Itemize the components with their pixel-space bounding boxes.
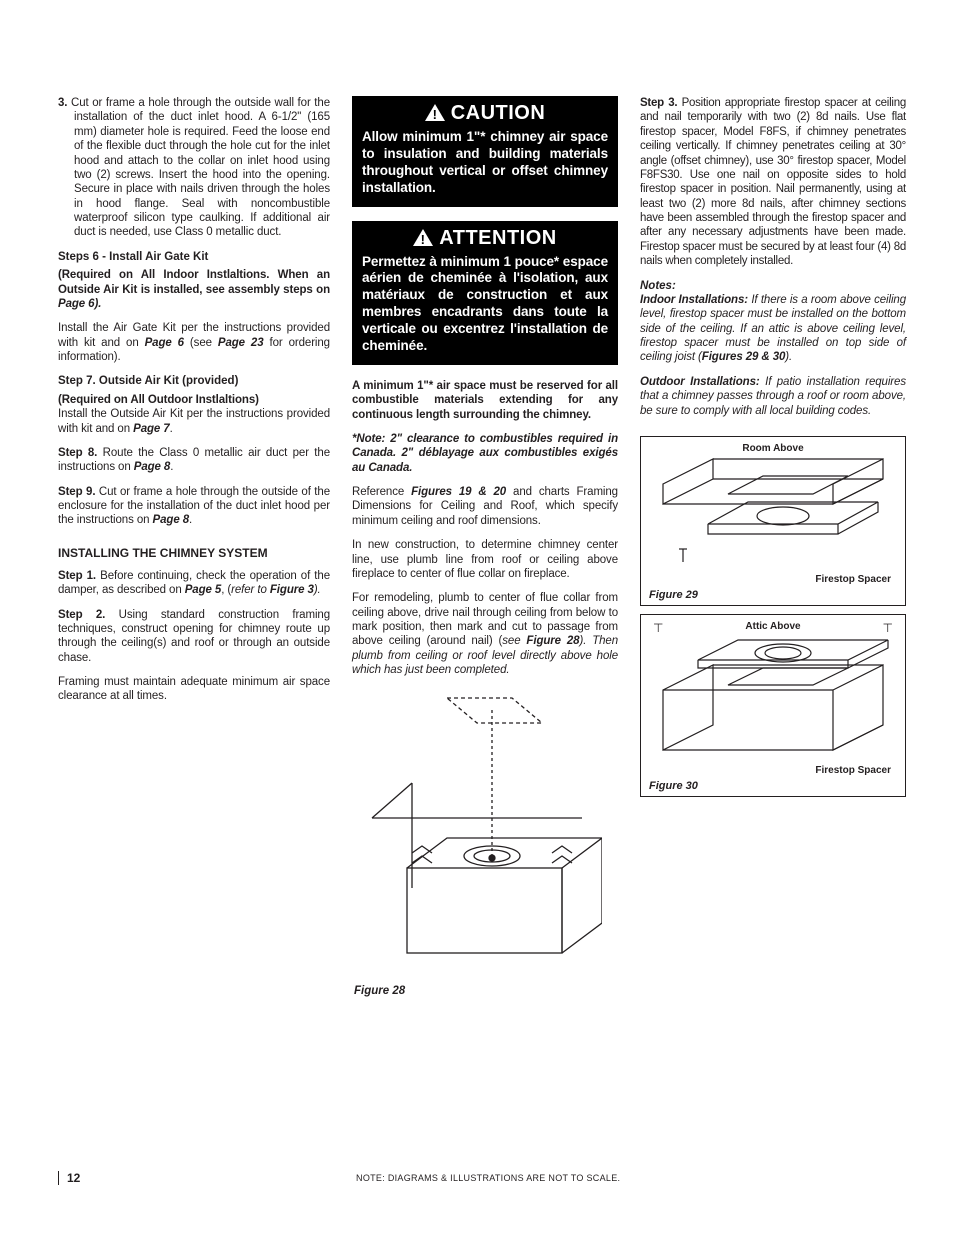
step9: Step 9. Cut or frame a hole through the … (58, 485, 330, 528)
figure-28-caption: Figure 28 (354, 985, 618, 997)
column-right: Step 3. Position appropriate firestop sp… (640, 96, 906, 1009)
nail-icon: ⊤ (883, 621, 893, 635)
column-left: 3. Cut or frame a hole through the outsi… (58, 96, 330, 1009)
list-text: Cut or frame a hole through the outside … (71, 97, 330, 238)
figure-30-box: ⊤ Attic Above ⊤ (640, 614, 906, 797)
canada-note: *Note: 2" clearance to combustibles requ… (352, 432, 618, 475)
nail-icon: ⊤ (653, 621, 663, 635)
attention-title: !ATTENTION (362, 227, 608, 250)
install-step1: Step 1. Before continuing, check the ope… (58, 569, 330, 598)
newcon-para: In new construction, to determine chimne… (352, 538, 618, 581)
step8: Step 8. Route the Class 0 metallic air d… (58, 446, 330, 475)
column-middle: !CAUTION Allow minimum 1"* chimney air s… (352, 96, 618, 1009)
caution-banner: !CAUTION Allow minimum 1"* chimney air s… (352, 96, 618, 207)
footer-note: NOTE: DIAGRAMS & ILLUSTRATIONS ARE NOT T… (80, 1173, 896, 1183)
svg-text:!: ! (432, 107, 437, 121)
step6-heading: Steps 6 - Install Air Gate Kit (58, 250, 330, 264)
svg-text:!: ! (421, 232, 426, 246)
page-number: 12 (67, 1171, 80, 1185)
remodel-para: For remodeling, plumb to center of flue … (352, 591, 618, 677)
airspace-para: A minimum 1"* air space must be reserved… (352, 379, 618, 422)
list-item-3: 3. Cut or frame a hole through the outsi… (58, 96, 330, 240)
page-footer: 12 NOTE: DIAGRAMS & ILLUSTRATIONS ARE NO… (58, 1171, 896, 1185)
warning-icon: ! (413, 229, 433, 246)
figure-30-svg (653, 635, 893, 765)
page-columns: 3. Cut or frame a hole through the outsi… (58, 96, 896, 1009)
step6-required: (Required on All Indoor Instlaltions. Wh… (58, 268, 330, 311)
step7-body: Install the Outside Air Kit per the inst… (58, 407, 330, 436)
figure-30-label-bot: Firestop Spacer (647, 765, 899, 776)
figure-29-box: Room Above Firestop (640, 436, 906, 606)
warning-icon: ! (425, 104, 445, 121)
figure-29-svg (653, 454, 893, 574)
figure-30-label-top: Attic Above (745, 621, 800, 632)
list-num: 3. (58, 97, 67, 109)
figure-29-label-top: Room Above (647, 443, 899, 454)
install-step2: Step 2. Using standard construction fram… (58, 608, 330, 666)
figure-30-caption: Figure 30 (649, 780, 899, 792)
figure-29-label-bot: Firestop Spacer (647, 574, 899, 585)
outdoor-note: Outdoor Installations: If patio installa… (640, 375, 906, 418)
caution-title: !CAUTION (362, 102, 608, 125)
caution-body: Allow minimum 1"* chimney air space to i… (362, 129, 608, 197)
step7-heading: Step 7. Outside Air Kit (provided) (58, 374, 330, 388)
attention-body: Permettez à minimum 1 pouce* espace aéri… (362, 254, 608, 355)
install-heading: INSTALLING THE CHIMNEY SYSTEM (58, 546, 330, 561)
attention-banner: !ATTENTION Permettez à minimum 1 pouce* … (352, 221, 618, 365)
step6-body: Install the Air Gate Kit per the instruc… (58, 321, 330, 364)
figure-29-caption: Figure 29 (649, 589, 899, 601)
step3: Step 3. Position appropriate firestop sp… (640, 96, 906, 269)
figure-28-svg (352, 688, 602, 978)
indoor-note: Indoor Installations: If there is a room… (640, 293, 906, 365)
step7-required: (Required on All Outdoor Instlaltions) (58, 393, 330, 407)
figure-28: Figure 28 (352, 688, 618, 997)
reference-para: Reference Figures 19 & 20 and charts Fra… (352, 485, 618, 528)
notes-heading: Notes: (640, 279, 906, 293)
install-step2-cont: Framing must maintain adequate minimum a… (58, 675, 330, 704)
